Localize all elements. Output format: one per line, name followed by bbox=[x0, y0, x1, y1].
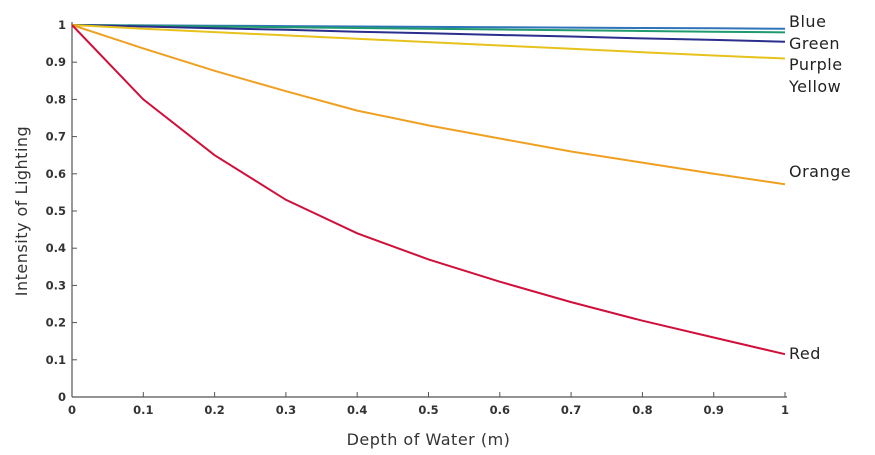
y-tick-label: 0.1 bbox=[46, 353, 66, 367]
series-line-green bbox=[71, 24, 786, 34]
y-tick-label: 0.2 bbox=[46, 316, 66, 330]
y-tick-label: 0.9 bbox=[46, 55, 66, 69]
x-axis-title: Depth of Water (m) bbox=[347, 430, 511, 449]
x-tick-label: 0.3 bbox=[276, 403, 296, 417]
x-tick-label: 0 bbox=[68, 403, 76, 417]
series-label-red: Red bbox=[789, 344, 821, 363]
x-tick-label: 0.4 bbox=[347, 403, 367, 417]
y-tick-label: 1 bbox=[58, 18, 66, 32]
y-tick-label: 0.4 bbox=[46, 241, 66, 255]
axes bbox=[71, 22, 787, 398]
ticks: 0 0.1 0.2 0.3 0.4 0.5 0.6 0.7 0.8 0.9 1 0 0.1 0.2 0.3 0… bbox=[46, 18, 789, 417]
y-tick-label: 0.5 bbox=[46, 204, 66, 218]
x-tick-label: 0.1 bbox=[133, 403, 153, 417]
series-line-red bbox=[71, 24, 786, 356]
series-label-orange: Orange bbox=[789, 162, 851, 181]
x-tick-label: 0.5 bbox=[418, 403, 438, 417]
y-tick-label: 0.7 bbox=[46, 130, 66, 144]
series-label-purple: Purple bbox=[789, 55, 843, 74]
y-axis-title: Intensity of Lighting bbox=[12, 126, 31, 296]
x-tick-label: 1 bbox=[781, 403, 789, 417]
y-tick-label: 0.6 bbox=[46, 167, 66, 181]
x-tick-label: 0.9 bbox=[704, 403, 724, 417]
series-line-purple bbox=[71, 24, 786, 43]
x-tick-label: 0.7 bbox=[561, 403, 581, 417]
x-tick-label: 0.6 bbox=[490, 403, 510, 417]
series-label-green: Green bbox=[789, 34, 840, 53]
y-tick-label: 0.8 bbox=[46, 92, 66, 106]
series-line-yellow bbox=[71, 24, 786, 60]
x-tick-label: 0.8 bbox=[632, 403, 652, 417]
series-labels: Blue Green Purple Yellow Orange Red bbox=[788, 12, 851, 363]
x-tick-label: 0.2 bbox=[204, 403, 224, 417]
series-label-yellow: Yellow bbox=[788, 77, 841, 96]
series-line-orange bbox=[71, 24, 786, 186]
series-lines bbox=[71, 24, 786, 356]
y-tick-label: 0.3 bbox=[46, 278, 66, 292]
series-label-blue: Blue bbox=[789, 12, 826, 31]
y-tick-label: 0 bbox=[58, 390, 66, 404]
